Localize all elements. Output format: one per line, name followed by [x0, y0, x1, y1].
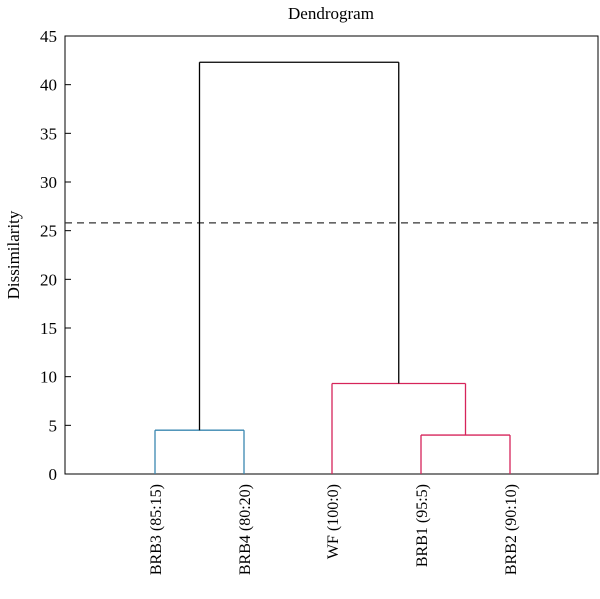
y-tick-label: 5 — [49, 416, 58, 435]
y-tick-label: 0 — [49, 465, 58, 484]
chart-title: Dendrogram — [288, 4, 374, 23]
y-axis: 0 5 10 15 20 25 30 35 40 45 — [40, 27, 71, 484]
y-tick-label: 40 — [40, 76, 57, 95]
leaf-labels: BRB3 (85:15) BRB4 (80:20) WF (100:0) BRB1 (… — [148, 484, 520, 575]
y-tick-label: 35 — [40, 124, 57, 143]
y-axis-label: Dissimilarity — [4, 210, 23, 299]
leaf-label: BRB3 (85:15) — [148, 484, 165, 575]
y-tick-label: 20 — [40, 270, 57, 289]
dendrogram-links — [154, 61, 511, 474]
y-tick-label: 45 — [40, 27, 57, 46]
leaf-label: BRB2 (90:10) — [503, 484, 520, 575]
leaf-label: BRB4 (80:20) — [237, 484, 254, 575]
y-tick-label: 15 — [40, 319, 57, 338]
leaf-label: WF (100:0) — [325, 484, 342, 559]
y-tick-label: 10 — [40, 368, 57, 387]
y-tick-label: 30 — [40, 173, 57, 192]
y-tick-label: 25 — [40, 222, 57, 241]
leaf-label: BRB1 (95:5) — [414, 484, 431, 567]
